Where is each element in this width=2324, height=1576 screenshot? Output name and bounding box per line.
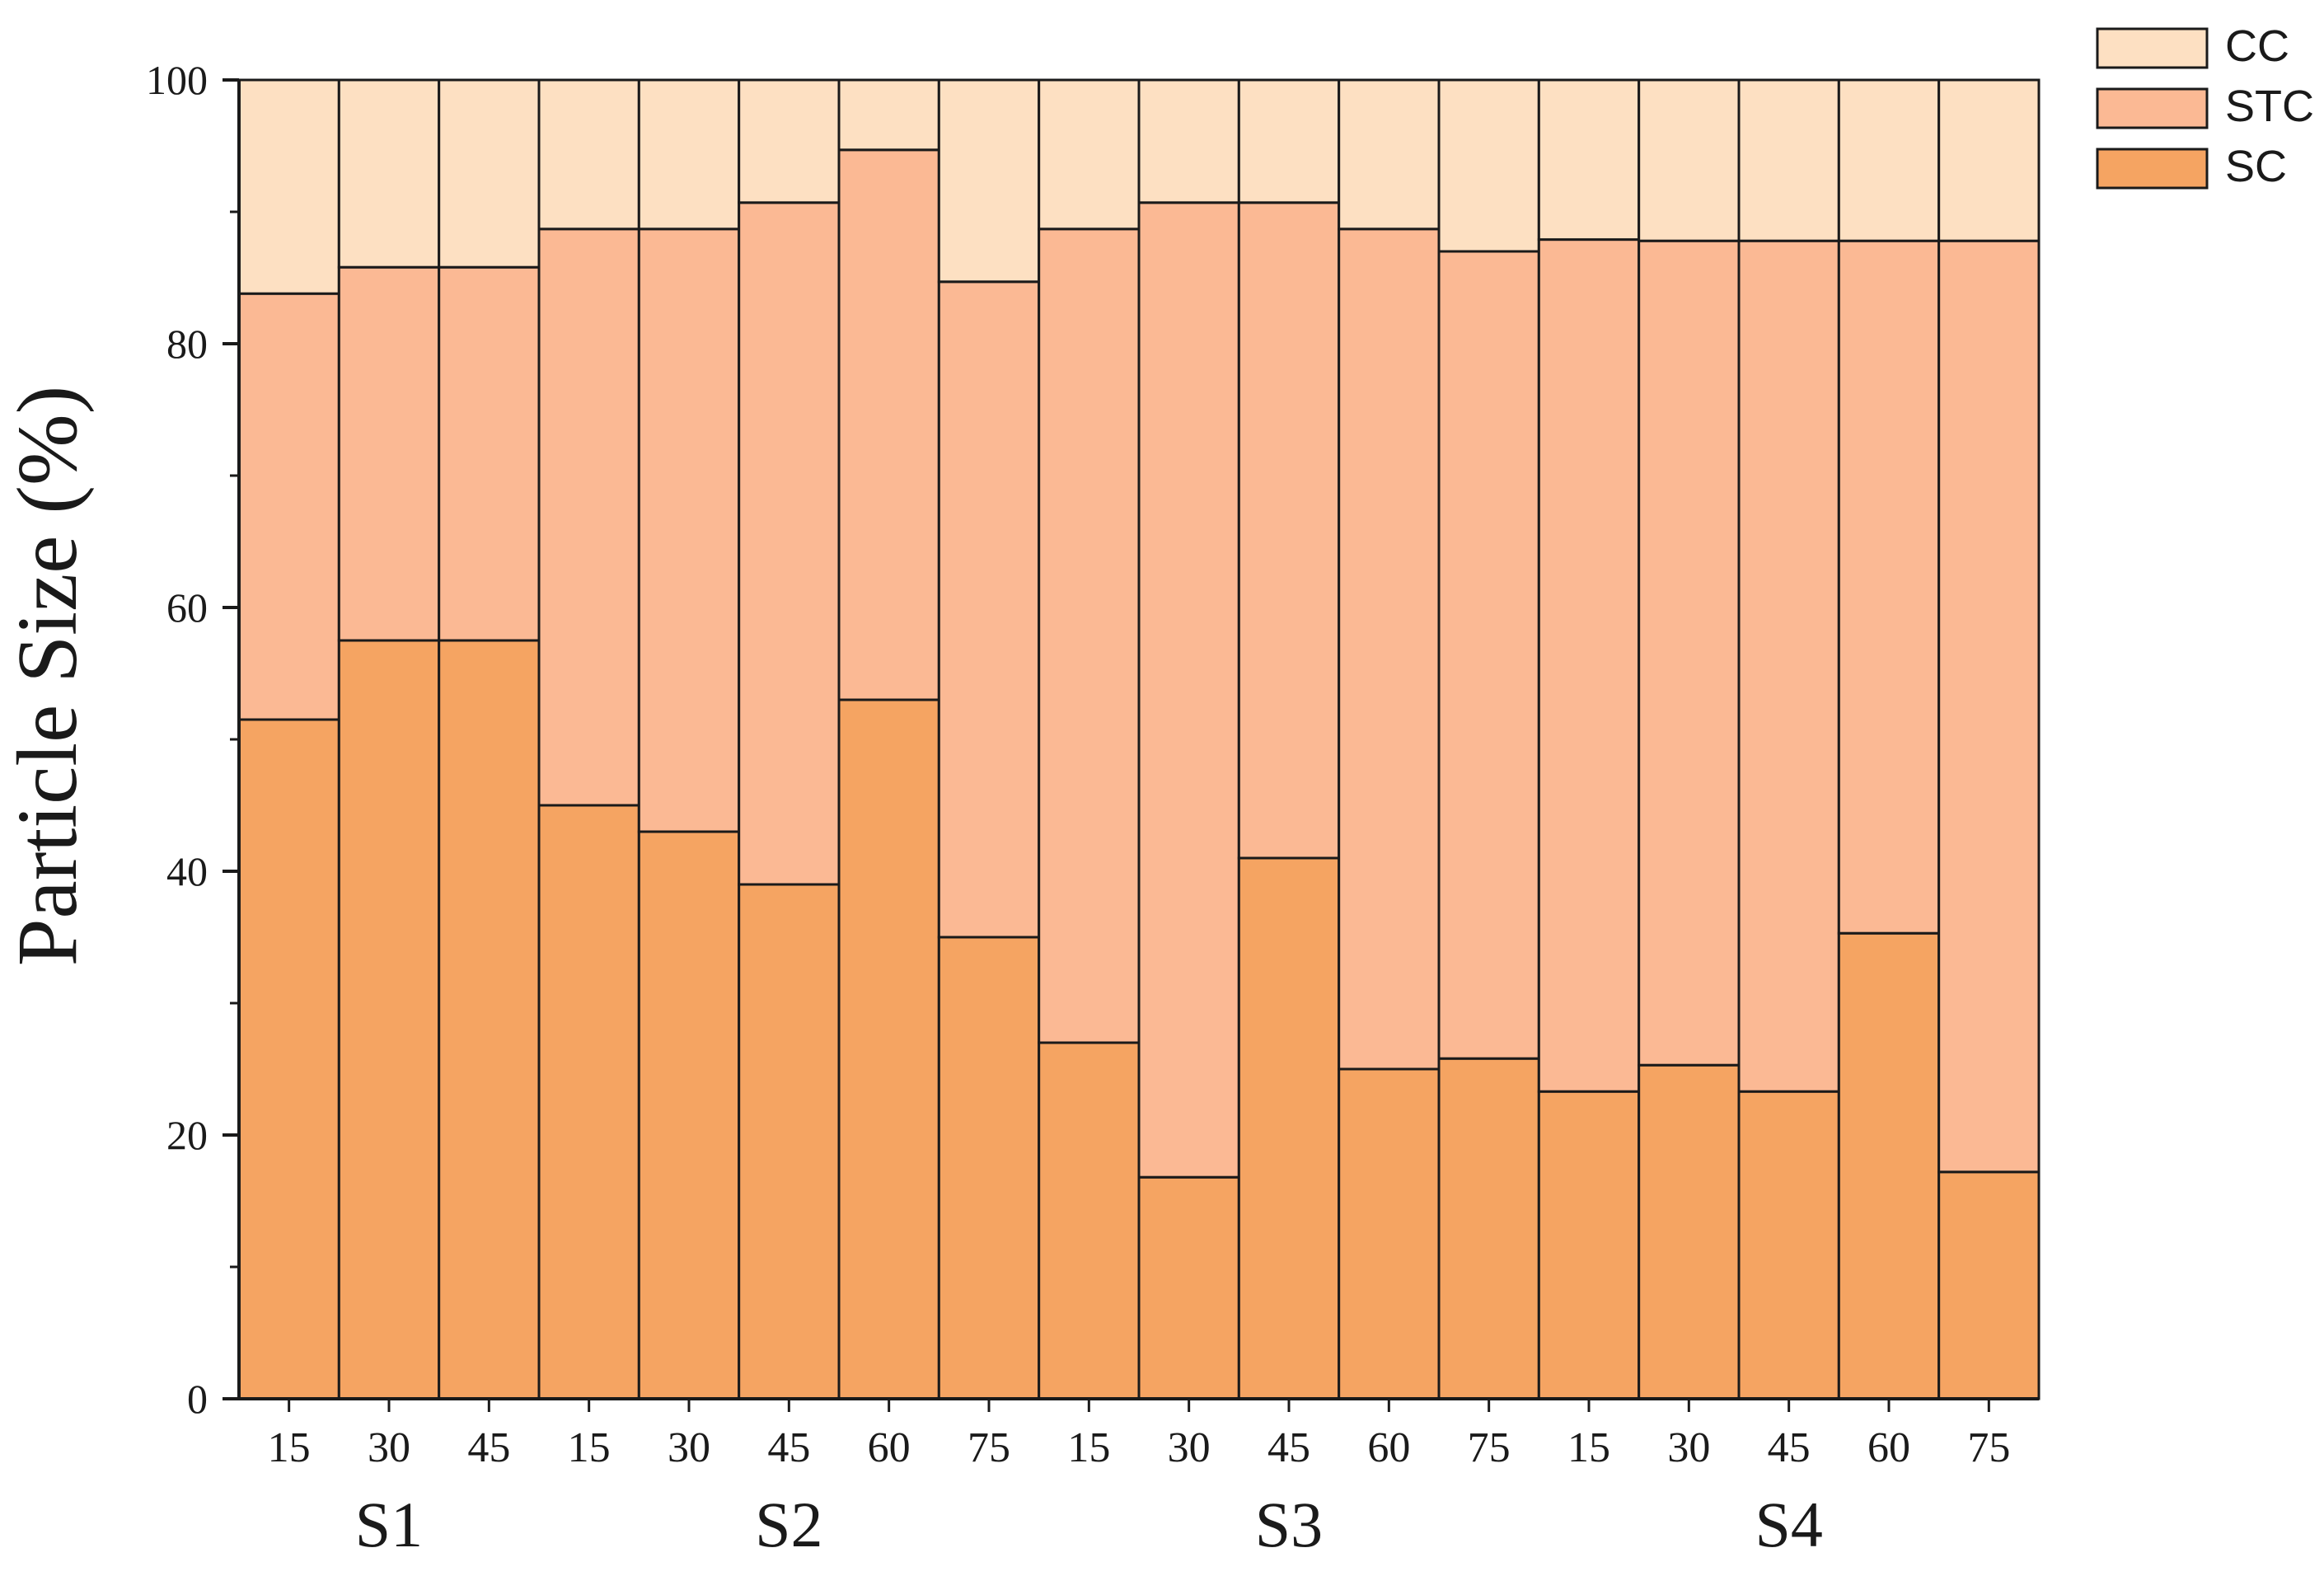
x-tick-label-7: 75 <box>968 1424 1010 1471</box>
bar-cc-13 <box>1537 78 1641 242</box>
bar-stc-3 <box>537 227 640 807</box>
bar-stc-16 <box>1837 239 1941 935</box>
y-tick-label-4: 80 <box>166 321 208 367</box>
bar-cc-7 <box>937 78 1041 284</box>
x-tick-label-8: 15 <box>1067 1424 1110 1471</box>
axes-layer <box>223 78 2041 1412</box>
x-tick-label-10: 45 <box>1267 1424 1310 1471</box>
bar-cc-1 <box>337 78 441 269</box>
bar-cc-16 <box>1837 78 1941 242</box>
bar-cc-12 <box>1437 78 1540 253</box>
bar-stc-15 <box>1737 239 1840 1093</box>
bar-cc-6 <box>837 78 940 152</box>
x-tick-label-5: 45 <box>767 1424 810 1471</box>
x-tick-label-9: 30 <box>1168 1424 1211 1471</box>
x-tick-label-4: 30 <box>668 1424 710 1471</box>
legend-label-stc: STC <box>2225 82 2314 131</box>
legend-label-sc: SC <box>2225 142 2287 191</box>
bar-sc-4 <box>637 830 741 1400</box>
bar-cc-9 <box>1137 78 1240 204</box>
bar-cc-2 <box>438 78 541 269</box>
bar-sc-6 <box>837 698 940 1400</box>
bar-stc-8 <box>1038 227 1141 1044</box>
x-tick-label-12: 75 <box>1468 1424 1511 1471</box>
bar-sc-3 <box>537 804 640 1400</box>
bar-cc-11 <box>1338 78 1441 231</box>
x-tick-label-15: 45 <box>1768 1424 1811 1471</box>
group-label-s2: S2 <box>755 1489 822 1560</box>
bar-sc-12 <box>1437 1057 1540 1400</box>
legend-label-cc: CC <box>2225 21 2289 71</box>
bar-cc-3 <box>537 78 640 231</box>
bar-stc-10 <box>1237 201 1341 860</box>
bar-stc-4 <box>637 227 741 833</box>
x-tick-label-16: 60 <box>1867 1424 1910 1471</box>
bar-cc-8 <box>1038 78 1141 231</box>
bar-stc-12 <box>1437 250 1540 1060</box>
bar-sc-14 <box>1638 1063 1741 1400</box>
y-tick-label-3: 60 <box>166 584 208 631</box>
bar-sc-13 <box>1537 1090 1641 1400</box>
bar-stc-13 <box>1537 238 1641 1093</box>
bar-stc-7 <box>937 280 1041 939</box>
legend-swatch-stc <box>2096 87 2209 129</box>
x-tick-label-6: 60 <box>868 1424 911 1471</box>
x-tick-label-1: 30 <box>368 1424 410 1471</box>
y-tick-label-2: 40 <box>166 848 208 894</box>
bar-stc-9 <box>1137 201 1240 1179</box>
x-tick-label-11: 60 <box>1367 1424 1410 1471</box>
x-tick-label-2: 45 <box>467 1424 510 1471</box>
bar-sc-16 <box>1837 931 1941 1400</box>
group-label-s3: S3 <box>1255 1489 1323 1560</box>
y-tick-label-0: 0 <box>187 1376 208 1422</box>
y-axis-label: Particle Size (%) <box>0 386 95 967</box>
bar-sc-1 <box>337 639 441 1400</box>
bar-cc-5 <box>738 78 841 204</box>
legend-swatch-sc <box>2096 148 2209 190</box>
bar-sc-9 <box>1137 1175 1240 1400</box>
bars-layer <box>237 78 2041 1400</box>
x-tick-label-13: 15 <box>1567 1424 1610 1471</box>
bar-sc-5 <box>738 883 841 1400</box>
bar-cc-10 <box>1237 78 1341 204</box>
x-tick-label-17: 75 <box>1967 1424 2010 1471</box>
bar-stc-0 <box>237 292 340 721</box>
bar-sc-7 <box>937 936 1041 1400</box>
bar-stc-14 <box>1638 239 1741 1067</box>
bar-stc-2 <box>438 265 541 642</box>
bar-sc-15 <box>1737 1090 1840 1400</box>
bar-cc-4 <box>637 78 741 231</box>
group-label-s1: S1 <box>355 1489 423 1560</box>
y-tick-label-5: 100 <box>146 57 208 103</box>
bar-cc-14 <box>1638 78 1741 242</box>
bar-sc-17 <box>1937 1170 2041 1400</box>
bar-cc-15 <box>1737 78 1840 242</box>
bar-cc-17 <box>1937 78 2041 242</box>
bar-stc-11 <box>1338 227 1441 1071</box>
bar-stc-1 <box>337 265 441 642</box>
x-tick-label-0: 15 <box>268 1424 311 1471</box>
x-tick-label-3: 15 <box>568 1424 611 1471</box>
y-tick-label-1: 20 <box>166 1112 208 1158</box>
bar-sc-11 <box>1338 1067 1441 1400</box>
group-labels-layer: S1 S2 S3 S4 <box>355 1489 1823 1560</box>
legend-swatch-cc <box>2096 27 2209 69</box>
bar-sc-10 <box>1237 856 1341 1400</box>
bar-sc-0 <box>237 718 340 1400</box>
bar-cc-0 <box>237 78 340 295</box>
legend: CC STC SC <box>2096 21 2314 191</box>
bar-sc-8 <box>1038 1041 1141 1400</box>
tick-labels-layer: 0 20 40 60 80 100 15 30 45 15 30 45 60 75 15 30 45 60 75 15… <box>146 57 2010 1471</box>
bar-sc-2 <box>438 639 541 1400</box>
bar-stc-6 <box>837 148 940 701</box>
bar-stc-17 <box>1937 239 2041 1174</box>
x-tick-label-14: 30 <box>1667 1424 1710 1471</box>
bar-stc-5 <box>738 201 841 886</box>
group-label-s4: S4 <box>1755 1489 1822 1560</box>
